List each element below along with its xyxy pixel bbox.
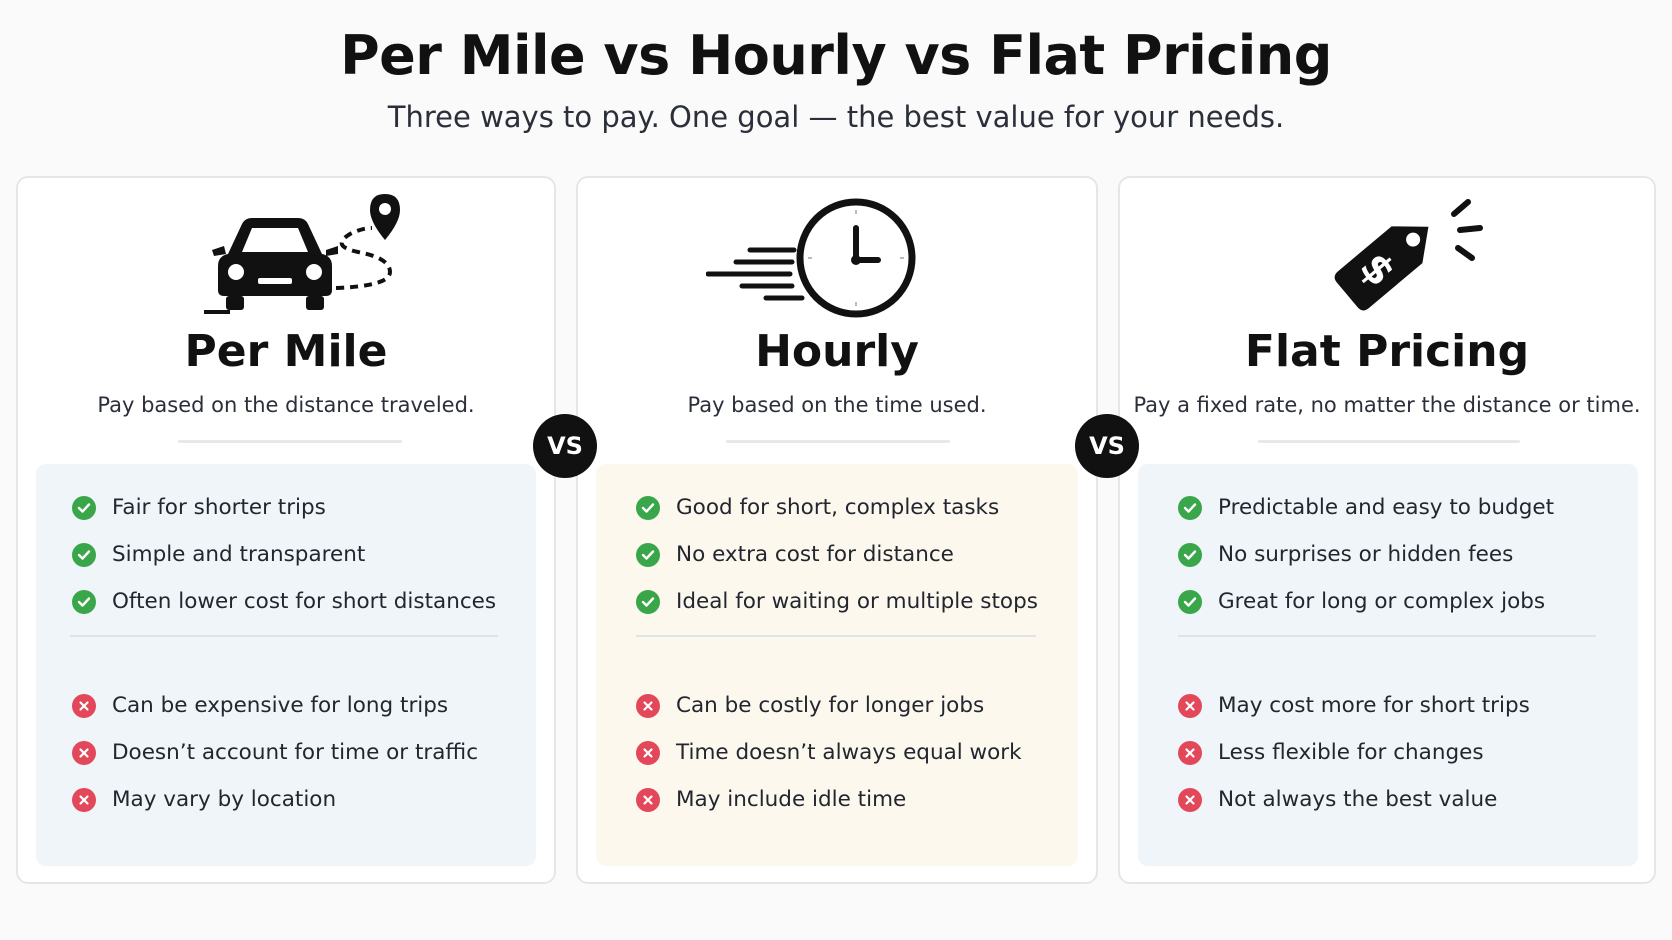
pro-item: Simple and transparent xyxy=(72,531,496,578)
check-icon xyxy=(72,495,96,520)
con-item: Can be costly for longer jobs xyxy=(636,682,1022,729)
card-description: Pay a fixed rate, no matter the distance… xyxy=(1133,393,1641,417)
check-icon xyxy=(1178,495,1202,520)
pro-text: Good for short, complex tasks xyxy=(676,495,1000,520)
vs-badge: VS xyxy=(1075,414,1139,478)
divider xyxy=(1178,635,1596,637)
pro-text: Fair for shorter trips xyxy=(112,495,326,520)
divider xyxy=(726,440,950,443)
con-item: Less flexible for changes xyxy=(1178,729,1530,776)
price-tag-icon: $ xyxy=(1120,192,1654,342)
pros-list: Good for short, complex tasks No extra c… xyxy=(636,484,1038,625)
con-text: Not always the best value xyxy=(1218,787,1498,812)
pro-item: Ideal for waiting or multiple stops xyxy=(636,578,1038,625)
pro-text: Predictable and easy to budget xyxy=(1218,495,1555,520)
con-item: May cost more for short trips xyxy=(1178,682,1530,729)
pro-text: No extra cost for distance xyxy=(676,542,954,567)
card-title: Hourly xyxy=(755,326,919,377)
vs-badge: VS xyxy=(533,414,597,478)
con-text: Less flexible for changes xyxy=(1218,740,1484,765)
pros-cons-panel: Predictable and easy to budget No surpri… xyxy=(1138,464,1638,866)
pro-item: Great for long or complex jobs xyxy=(1178,578,1554,625)
page-subtitle: Three ways to pay. One goal — the best v… xyxy=(387,100,1285,134)
card-hourly: Hourly Pay based on the time used. Good … xyxy=(576,176,1098,884)
pro-text: Often lower cost for short distances xyxy=(112,589,497,614)
card-description: Pay based on the time used. xyxy=(687,393,987,417)
car-route-icon xyxy=(18,192,554,342)
cons-list: Can be costly for longer jobs Time doesn… xyxy=(636,682,1022,823)
con-item: Not always the best value xyxy=(1178,776,1530,823)
con-text: May vary by location xyxy=(112,787,337,812)
con-text: Can be costly for longer jobs xyxy=(676,693,985,718)
card-per-mile: Per Mile Pay based on the distance trave… xyxy=(16,176,556,884)
divider xyxy=(636,635,1036,637)
pro-item: Good for short, complex tasks xyxy=(636,484,1038,531)
card-description: Pay based on the distance traveled. xyxy=(97,393,475,417)
con-text: Time doesn’t always equal work xyxy=(676,740,1022,765)
divider xyxy=(70,635,498,637)
pro-item: Fair for shorter trips xyxy=(72,484,496,531)
card-flat-pricing: $ Flat Pricing Pay a fixed rate, no matt… xyxy=(1118,176,1656,884)
cross-icon xyxy=(1178,740,1202,765)
check-icon xyxy=(636,495,660,520)
con-item: May vary by location xyxy=(72,776,478,823)
con-text: Doesn’t account for time or traffic xyxy=(112,740,479,765)
divider xyxy=(178,440,402,443)
check-icon xyxy=(1178,542,1202,567)
pros-cons-panel: Good for short, complex tasks No extra c… xyxy=(596,464,1078,866)
check-icon xyxy=(1178,589,1202,614)
cross-icon xyxy=(636,787,660,812)
pros-list: Predictable and easy to budget No surpri… xyxy=(1178,484,1554,625)
cons-list: Can be expensive for long trips Doesn’t … xyxy=(72,682,478,823)
cross-icon xyxy=(1178,693,1202,718)
pro-item: No surprises or hidden fees xyxy=(1178,531,1554,578)
clock-icon xyxy=(578,192,1096,342)
pro-item: Predictable and easy to budget xyxy=(1178,484,1554,531)
check-icon xyxy=(636,542,660,567)
check-icon xyxy=(72,542,96,567)
cross-icon xyxy=(72,693,96,718)
cons-list: May cost more for short trips Less flexi… xyxy=(1178,682,1530,823)
cross-icon xyxy=(636,693,660,718)
cross-icon xyxy=(1178,787,1202,812)
pro-item: Often lower cost for short distances xyxy=(72,578,496,625)
check-icon xyxy=(636,589,660,614)
con-text: May cost more for short trips xyxy=(1218,693,1530,718)
con-text: Can be expensive for long trips xyxy=(112,693,449,718)
con-item: Can be expensive for long trips xyxy=(72,682,478,729)
check-icon xyxy=(72,589,96,614)
pros-cons-panel: Fair for shorter trips Simple and transp… xyxy=(36,464,536,866)
cross-icon xyxy=(72,787,96,812)
pro-text: Simple and transparent xyxy=(112,542,366,567)
cross-icon xyxy=(636,740,660,765)
divider xyxy=(1258,440,1520,443)
con-item: Time doesn’t always equal work xyxy=(636,729,1022,776)
pro-item: No extra cost for distance xyxy=(636,531,1038,578)
page-title: Per Mile vs Hourly vs Flat Pricing xyxy=(340,24,1332,87)
pros-list: Fair for shorter trips Simple and transp… xyxy=(72,484,496,625)
pro-text: Great for long or complex jobs xyxy=(1218,589,1546,614)
con-item: May include idle time xyxy=(636,776,1022,823)
card-title: Per Mile xyxy=(184,326,388,377)
con-text: May include idle time xyxy=(676,787,907,812)
cross-icon xyxy=(72,740,96,765)
con-item: Doesn’t account for time or traffic xyxy=(72,729,478,776)
pro-text: No surprises or hidden fees xyxy=(1218,542,1514,567)
card-title: Flat Pricing xyxy=(1244,326,1530,377)
pro-text: Ideal for waiting or multiple stops xyxy=(676,589,1038,614)
